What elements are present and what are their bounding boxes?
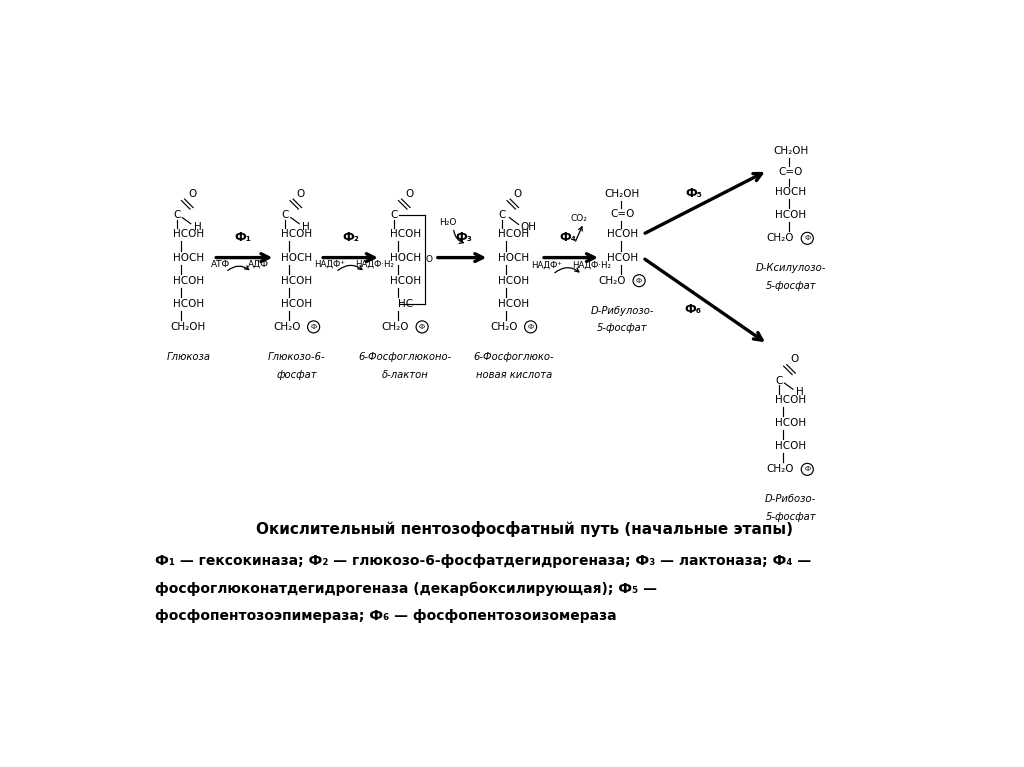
Text: 6-Фосфоглюко-: 6-Фосфоглюко-	[474, 352, 554, 362]
Text: HOCH: HOCH	[390, 252, 421, 262]
Text: Ф: Ф	[636, 278, 642, 284]
Text: HOCH: HOCH	[775, 187, 806, 197]
Text: АДФ: АДФ	[248, 260, 268, 269]
Text: Глюкоза: Глюкоза	[167, 352, 211, 362]
Text: CH₂O: CH₂O	[767, 464, 795, 474]
Text: Ф: Ф	[527, 324, 534, 330]
Text: D-Рибозо-: D-Рибозо-	[765, 495, 816, 505]
Text: HCOH: HCOH	[607, 229, 638, 239]
Text: HCOH: HCOH	[282, 275, 312, 285]
Text: O: O	[297, 189, 305, 199]
Text: НАДФ·Н₂: НАДФ·Н₂	[355, 260, 394, 269]
Text: D-Ксилулозо-: D-Ксилулозо-	[756, 263, 825, 273]
Text: Ф₁ — гексокиназа; Ф₂ — глюкозо-6-фосфатдегидрогеназа; Ф₃ — лактоназа; Ф₄ —: Ф₁ — гексокиназа; Ф₂ — глюкозо-6-фосфатд…	[155, 554, 811, 568]
Text: C: C	[499, 210, 506, 220]
Text: Ф₄: Ф₄	[560, 231, 577, 244]
Text: C: C	[282, 210, 289, 220]
Text: HCOH: HCOH	[499, 299, 529, 309]
Text: Ф₆: Ф₆	[685, 304, 701, 317]
Text: C: C	[775, 376, 782, 386]
Text: HOCH: HOCH	[173, 252, 204, 262]
Text: новая кислота: новая кислота	[476, 370, 552, 380]
Text: HCOH: HCOH	[173, 299, 204, 309]
Text: CH₂O: CH₂O	[599, 275, 626, 285]
Text: фосфопентозоэпимераза; Ф₆ — фосфопентозоизомераза: фосфопентозоэпимераза; Ф₆ — фосфопентозо…	[155, 610, 616, 624]
Text: HCOH: HCOH	[607, 252, 638, 262]
Text: CH₂O: CH₂O	[382, 322, 410, 332]
Text: O: O	[514, 189, 522, 199]
Text: Ф₃: Ф₃	[455, 231, 472, 244]
Text: C=O: C=O	[778, 167, 803, 177]
Text: CH₂OH: CH₂OH	[773, 146, 808, 156]
Text: Ф: Ф	[804, 466, 810, 472]
Text: HOCH: HOCH	[499, 252, 529, 262]
Text: фосфат: фосфат	[276, 370, 317, 380]
Text: HCOH: HCOH	[775, 441, 806, 451]
Text: НАДФ⁺: НАДФ⁺	[314, 260, 345, 269]
Text: Ф: Ф	[804, 235, 810, 242]
Text: H₂O: H₂O	[439, 219, 457, 228]
Text: CH₂OH: CH₂OH	[171, 322, 206, 332]
Text: CH₂O: CH₂O	[490, 322, 517, 332]
Text: C: C	[390, 210, 397, 220]
Text: HCOH: HCOH	[390, 275, 421, 285]
Text: O: O	[791, 354, 799, 364]
Text: HCOH: HCOH	[775, 418, 806, 428]
Text: Ф: Ф	[310, 324, 316, 330]
Text: HCOH: HCOH	[775, 395, 806, 405]
Text: 5-фосфат: 5-фосфат	[597, 324, 648, 334]
Text: 5-фосфат: 5-фосфат	[765, 281, 816, 291]
Text: Ф₂: Ф₂	[343, 231, 359, 244]
Text: HCOH: HCOH	[499, 229, 529, 239]
Text: 6-Фосфоглюконо-: 6-Фосфоглюконо-	[358, 352, 452, 362]
Text: OH: OH	[520, 222, 537, 232]
Text: Окислительный пентозофосфатный путь (начальные этапы): Окислительный пентозофосфатный путь (нач…	[256, 521, 794, 537]
Text: H: H	[302, 222, 310, 232]
Text: O: O	[188, 189, 197, 199]
Text: C=O: C=O	[610, 209, 635, 219]
Text: HCOH: HCOH	[173, 229, 204, 239]
Text: O: O	[406, 189, 414, 199]
Text: HCOH: HCOH	[775, 210, 806, 220]
Text: H: H	[194, 222, 202, 232]
Text: CO₂: CO₂	[570, 214, 588, 223]
Text: Ф₁: Ф₁	[234, 231, 251, 244]
Text: HOCH: HOCH	[282, 252, 312, 262]
Text: O: O	[426, 255, 433, 264]
Text: D-Рибулозо-: D-Рибулозо-	[591, 306, 654, 316]
Text: HCOH: HCOH	[390, 229, 421, 239]
Text: Ф: Ф	[419, 324, 425, 330]
Text: НАДФ⁺: НАДФ⁺	[531, 261, 562, 270]
Text: HC: HC	[398, 299, 413, 309]
Text: фосфоглюконатдегидрогеназа (декарбоксилирующая); Ф₅ —: фосфоглюконатдегидрогеназа (декарбоксили…	[155, 581, 657, 596]
Text: CH₂O: CH₂O	[767, 233, 795, 243]
Text: C: C	[173, 210, 180, 220]
Text: HCOH: HCOH	[173, 275, 204, 285]
Text: CH₂O: CH₂O	[273, 322, 301, 332]
Text: НАДФ·Н₂: НАДФ·Н₂	[572, 261, 611, 270]
Text: HCOH: HCOH	[282, 229, 312, 239]
Text: Ф₅: Ф₅	[685, 187, 701, 199]
Text: HCOH: HCOH	[499, 275, 529, 285]
Text: 5-фосфат: 5-фосфат	[765, 512, 816, 522]
Text: CH₂OH: CH₂OH	[605, 189, 640, 199]
Text: δ-лактон: δ-лактон	[382, 370, 429, 380]
Text: Глюкозо-6-: Глюкозо-6-	[268, 352, 326, 362]
Text: HCOH: HCOH	[282, 299, 312, 309]
Text: АТФ: АТФ	[211, 260, 230, 269]
Text: H: H	[796, 387, 804, 397]
